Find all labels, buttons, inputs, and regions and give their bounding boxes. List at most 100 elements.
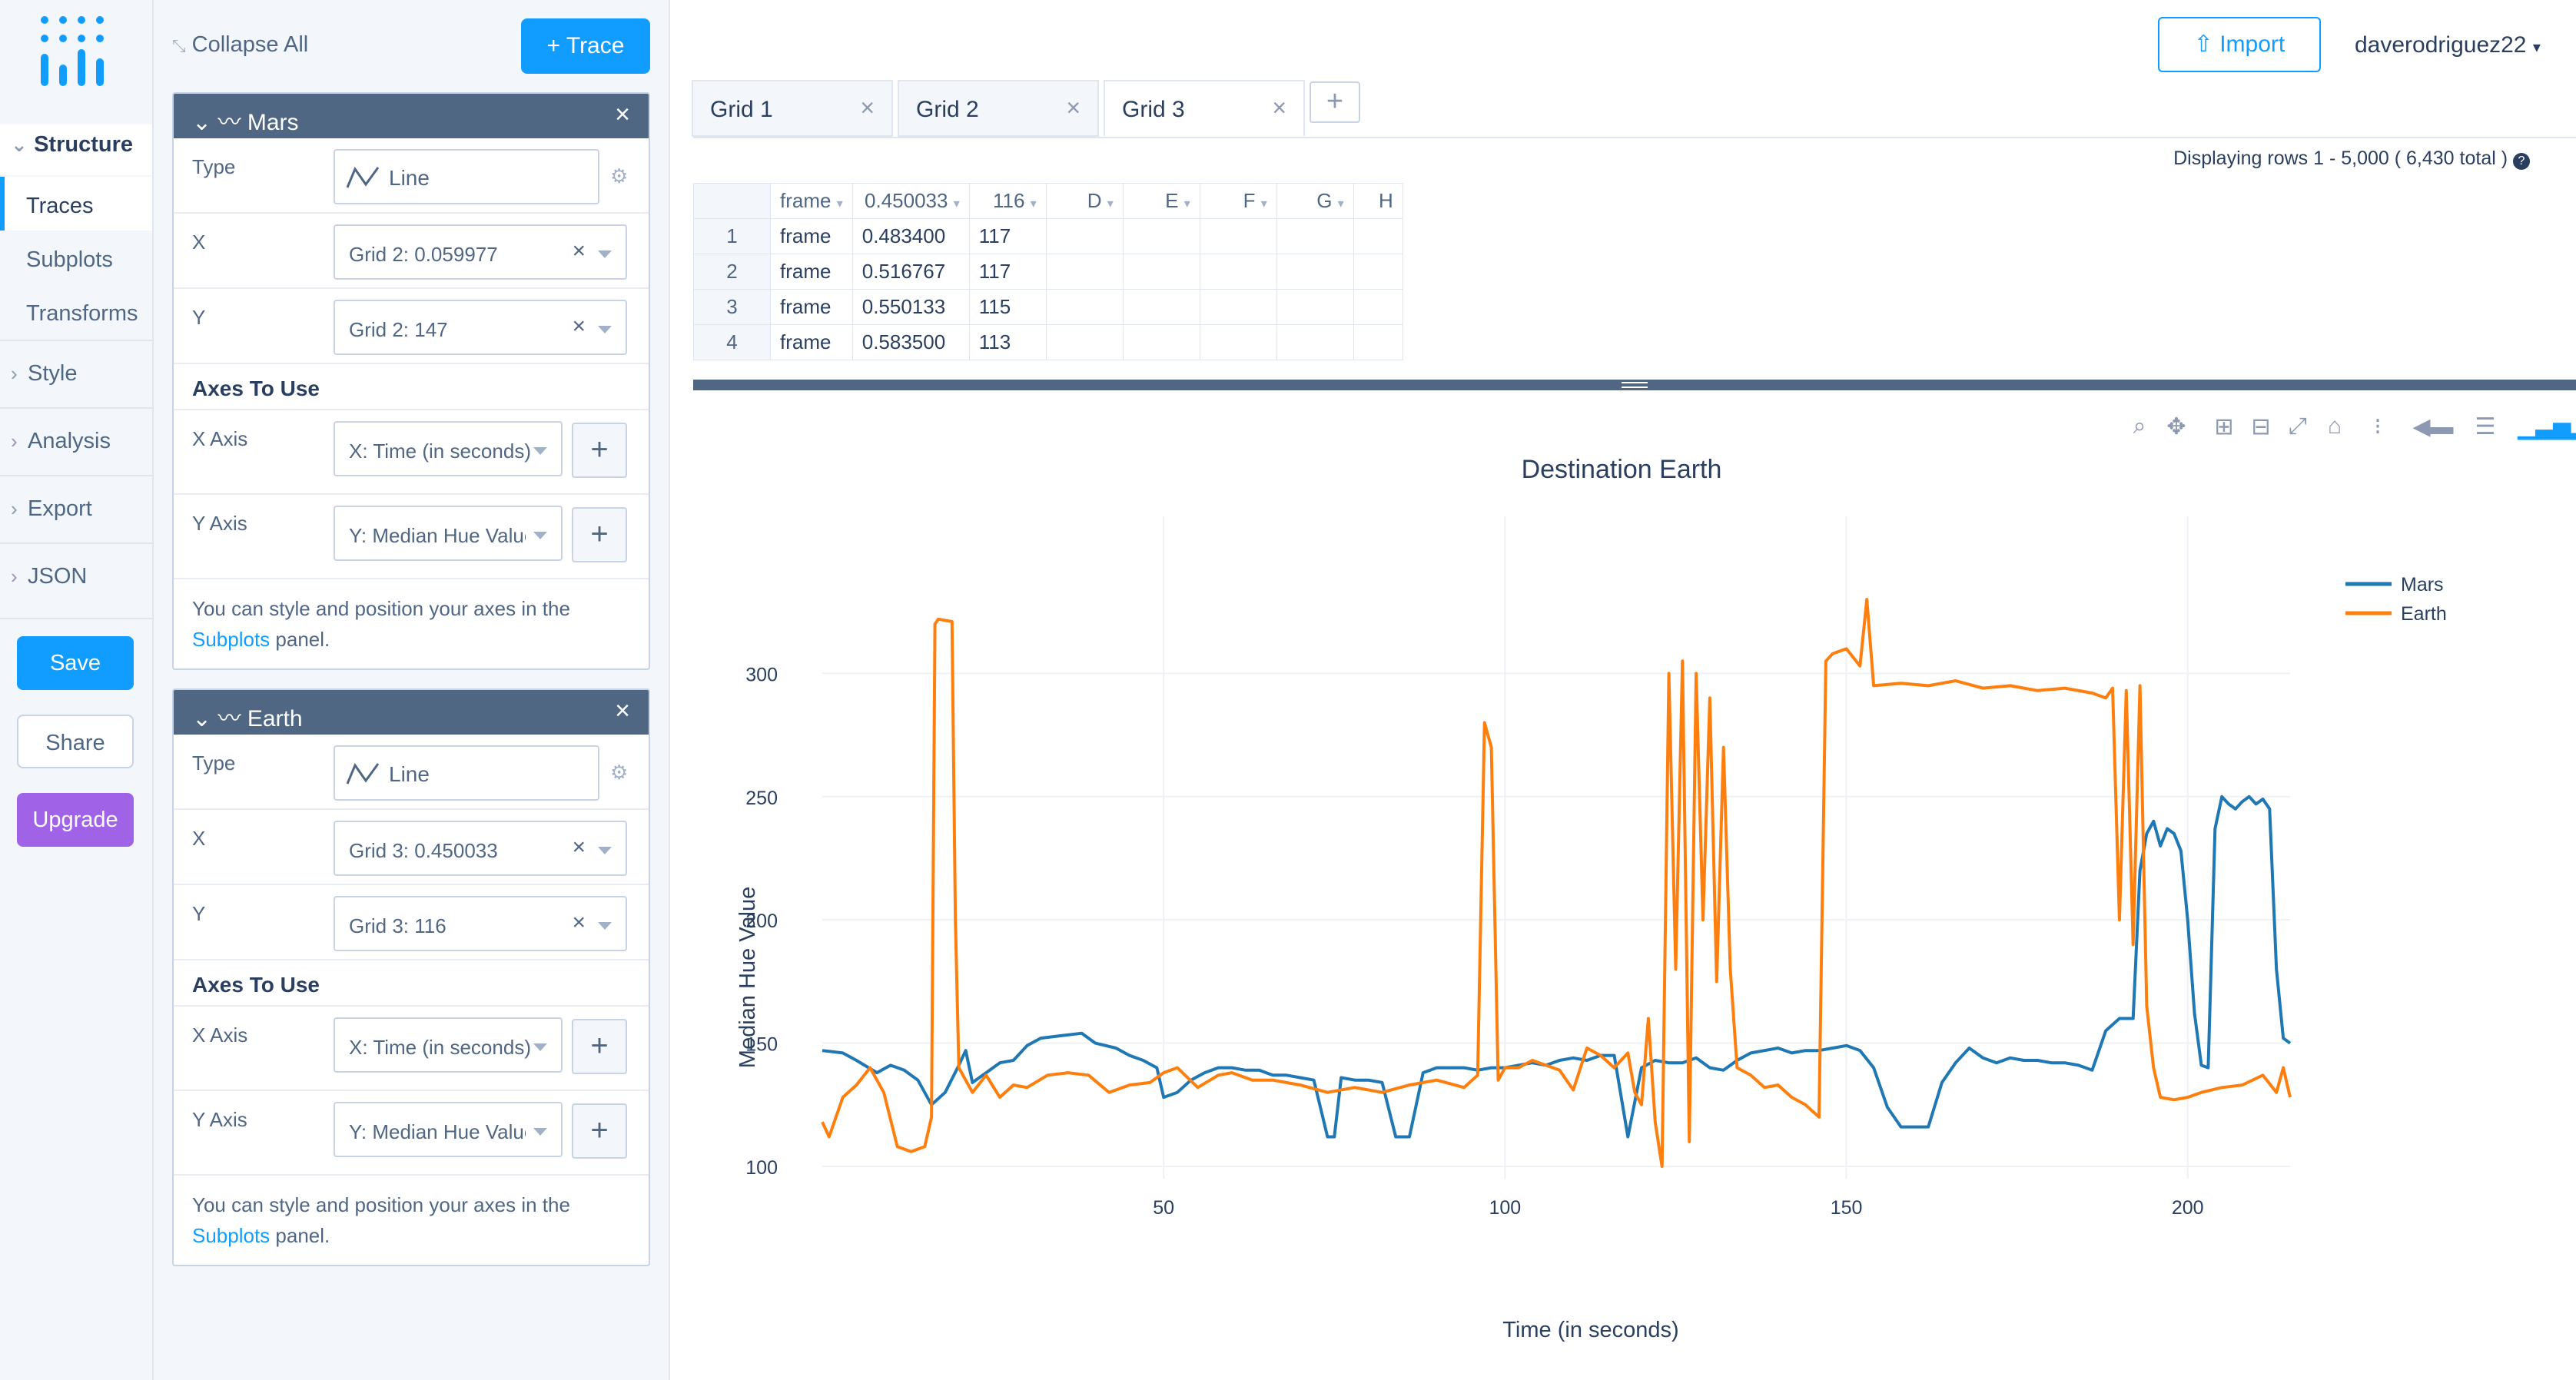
gear-icon[interactable]: ⚙ [610,761,629,784]
trace-type-select[interactable]: Line [334,149,599,204]
series-line-mars[interactable] [822,794,2292,1139]
nav-item-subplots[interactable]: Subplots [0,231,152,284]
y-axis-select[interactable]: Y: Median Hue Value [334,506,563,561]
trace-type-select[interactable]: Line [334,745,599,801]
column-header[interactable]: G ▾ [1276,183,1354,219]
tab-grid-1[interactable]: Grid 1 × [692,80,893,137]
add-y-axis-button[interactable]: + [572,507,627,562]
tab-grid-2[interactable]: Grid 2 × [898,80,1099,137]
table-cell[interactable] [1045,324,1124,360]
zoom-in-icon[interactable]: ⊞ [2214,414,2234,440]
nav-group-json[interactable]: › JSON [0,542,152,619]
table-cell[interactable] [1122,324,1200,360]
table-cell[interactable] [1045,218,1124,254]
y-data-select[interactable]: Grid 2: 147 × [334,300,627,355]
table-cell[interactable]: 117 [968,218,1047,254]
x-axis-select[interactable]: X: Time (in seconds) [334,1017,563,1073]
x-axis-select[interactable]: X: Time (in seconds) [334,421,563,476]
table-cell[interactable] [1199,324,1277,360]
import-button[interactable]: ⇧ Import [2158,17,2321,72]
add-grid-button[interactable]: + [1310,81,1360,123]
x-data-select[interactable]: Grid 3: 0.450033 × [334,821,627,876]
close-tab-icon[interactable]: × [1066,94,1081,121]
row-number[interactable]: 3 [693,289,771,325]
table-cell[interactable] [1276,218,1354,254]
table-cell[interactable]: 117 [968,254,1047,290]
nav-structure[interactable]: ⌄ Structure [0,124,152,175]
column-header[interactable]: frame ▾ [770,183,853,219]
subplots-link[interactable]: Subplots [192,628,271,651]
user-menu[interactable]: daverodriguez22 ▾ [2355,32,2541,58]
nav-item-transforms[interactable]: Transforms [0,284,152,338]
table-cell[interactable] [1353,254,1403,290]
trace-header[interactable]: ⌄ 〰 Earth × [174,690,649,735]
table-cell[interactable] [1199,254,1277,290]
table-cell[interactable] [1122,289,1200,325]
clear-icon[interactable]: × [572,313,586,339]
close-tab-icon[interactable]: × [860,94,875,121]
table-cell[interactable]: frame [770,289,853,325]
table-cell[interactable]: 0.583500 [851,324,970,360]
table-cell[interactable]: 0.483400 [851,218,970,254]
table-cell[interactable] [1199,289,1277,325]
upgrade-button[interactable]: Upgrade [17,793,134,847]
nav-group-analysis[interactable]: › Analysis [0,407,152,475]
save-button[interactable]: Save [17,636,134,690]
collapse-all-button[interactable]: ⤡ Collapse All [172,32,308,58]
tab-grid-3[interactable]: Grid 3 × [1104,80,1305,137]
table-cell[interactable]: 113 [968,324,1047,360]
home-icon[interactable]: ⌂ [2327,413,2342,439]
legend-label[interactable]: Earth [2401,603,2447,625]
table-cell[interactable] [1353,218,1403,254]
column-header[interactable]: E ▾ [1122,183,1200,219]
row-number[interactable]: 1 [693,218,771,254]
x-data-select[interactable]: Grid 2: 0.059977 × [334,224,627,280]
column-header[interactable]: H [1353,183,1403,219]
zoom-out-icon[interactable]: ⊟ [2251,414,2271,440]
clear-icon[interactable]: × [572,910,586,935]
table-cell[interactable]: 0.550133 [851,289,970,325]
add-x-axis-button[interactable]: + [572,1019,627,1074]
close-tab-icon[interactable]: × [1272,94,1286,121]
zoom-icon[interactable]: ⌕ [2133,413,2146,439]
drag-handle-icon[interactable] [1622,382,1648,388]
pan-icon[interactable]: ✥ [2166,414,2186,440]
close-icon[interactable]: × [615,100,630,129]
table-cell[interactable] [1045,289,1124,325]
chart-legend[interactable]: Mars Earth [2345,574,2447,625]
column-header[interactable]: 116 ▾ [968,183,1047,219]
nav-group-export[interactable]: › Export [0,475,152,542]
plotly-logo-icon[interactable] [34,14,118,98]
share-button[interactable]: Share [17,715,134,768]
column-header[interactable]: 0.450033 ▾ [851,183,970,219]
gear-icon[interactable]: ⚙ [610,164,629,187]
nav-item-traces[interactable]: Traces [0,177,152,231]
table-cell[interactable] [1276,254,1354,290]
table-cell[interactable] [1199,218,1277,254]
legend-label[interactable]: Mars [2401,574,2444,595]
table-cell[interactable] [1353,324,1403,360]
table-cell[interactable] [1276,289,1354,325]
table-cell[interactable] [1276,324,1354,360]
table-cell[interactable]: frame [770,324,853,360]
subplots-link[interactable]: Subplots [192,1224,271,1247]
hover-closest-icon[interactable]: ◀▬ [2412,414,2454,440]
y-axis-select[interactable]: Y: Median Hue Value [334,1102,563,1157]
row-number[interactable]: 2 [693,254,771,290]
clear-icon[interactable]: × [572,834,586,860]
spike-lines-icon[interactable]: ⁝ [2374,414,2382,440]
close-icon[interactable]: × [615,696,630,725]
hover-compare-icon[interactable]: ☰ [2475,414,2496,440]
add-trace-button[interactable]: + Trace [521,18,650,74]
table-cell[interactable]: frame [770,254,853,290]
row-number[interactable]: 4 [693,324,771,360]
table-cell[interactable]: 0.516767 [851,254,970,290]
add-x-axis-button[interactable]: + [572,423,627,478]
table-cell[interactable] [1045,254,1124,290]
table-cell[interactable] [1122,218,1200,254]
trace-header[interactable]: ⌄ 〰 Mars × [174,94,649,138]
table-cell[interactable]: frame [770,218,853,254]
y-data-select[interactable]: Grid 3: 116 × [334,896,627,951]
column-header[interactable]: F ▾ [1199,183,1277,219]
column-header[interactable]: D ▾ [1045,183,1124,219]
